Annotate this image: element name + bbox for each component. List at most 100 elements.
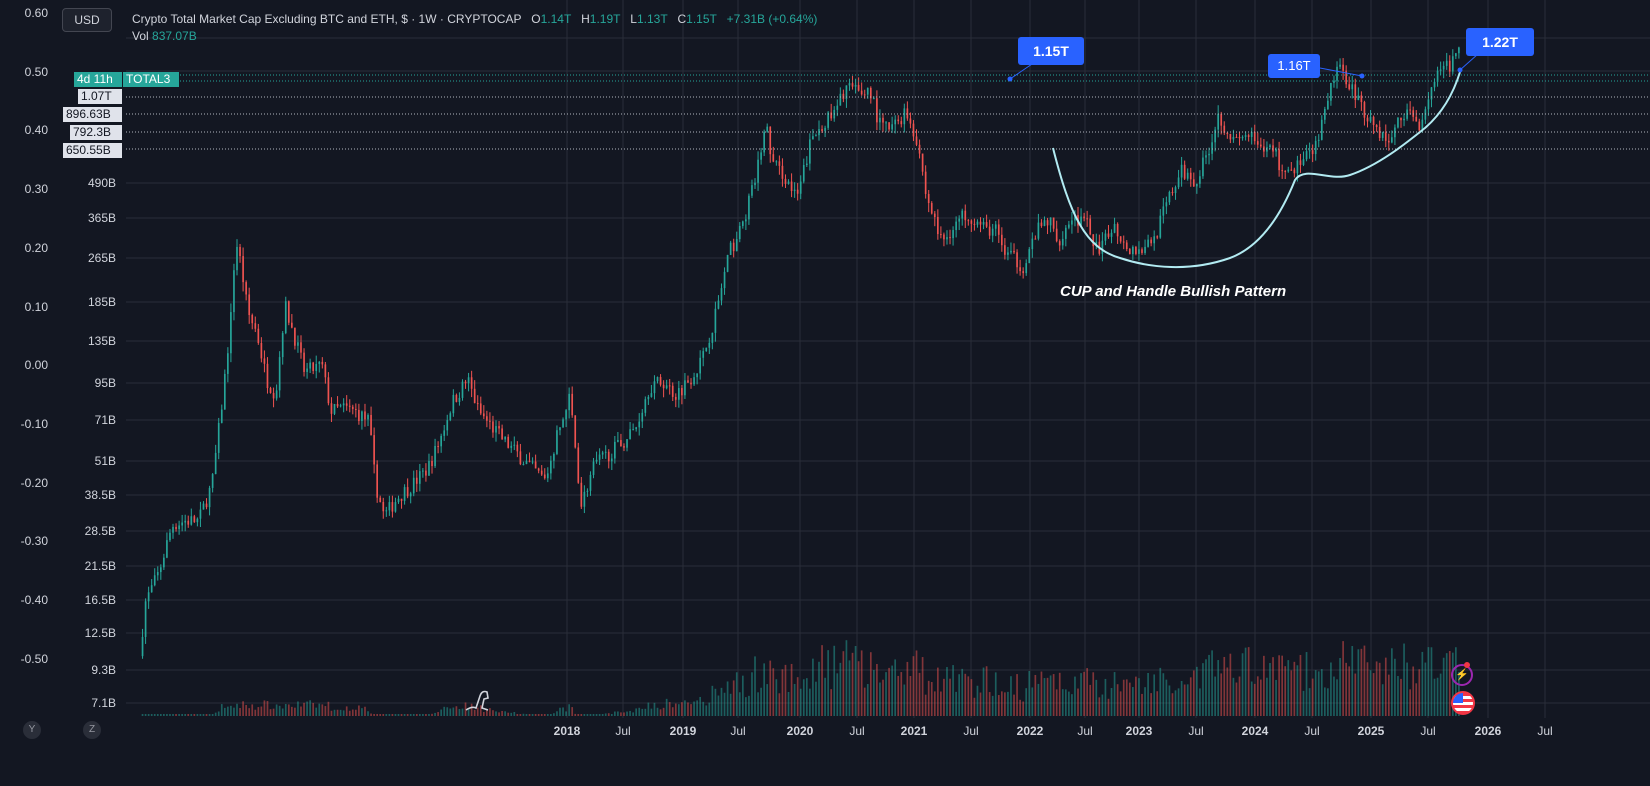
candle-body bbox=[236, 246, 238, 271]
alerts-icon[interactable]: ⚡ bbox=[1451, 664, 1473, 686]
volume-bar bbox=[1040, 671, 1043, 716]
volume-bar bbox=[580, 714, 583, 716]
volume-bar bbox=[199, 714, 202, 716]
z-axis-button[interactable]: Z bbox=[83, 721, 101, 739]
callout-anchor bbox=[1359, 73, 1365, 79]
volume-bar bbox=[1165, 679, 1168, 716]
candle-body bbox=[275, 390, 278, 399]
volume-bar bbox=[382, 714, 385, 716]
candle-body bbox=[223, 373, 226, 410]
candle-body bbox=[394, 502, 397, 512]
volume-bar bbox=[510, 712, 513, 716]
volume-bar bbox=[1110, 687, 1113, 716]
volume-bar bbox=[543, 714, 546, 716]
volume-bar bbox=[1308, 688, 1311, 716]
callout-peak-2024[interactable]: 1.16T bbox=[1268, 54, 1320, 78]
candle-body bbox=[1147, 239, 1149, 247]
candle-body bbox=[1211, 142, 1213, 154]
volume-bar bbox=[385, 714, 388, 716]
candle-body bbox=[799, 181, 802, 194]
volume-bar bbox=[827, 650, 829, 716]
volume-bar bbox=[406, 714, 409, 716]
volume-bar bbox=[943, 678, 945, 716]
left-axis: 0.60 0.50 0.40 0.30 0.20 0.10 0.00 -0.10 -0.20 -0… bbox=[0, 0, 56, 786]
candle-body bbox=[303, 352, 305, 372]
volume-bar bbox=[1360, 648, 1363, 716]
volume-bar bbox=[888, 667, 890, 716]
y-axis-button[interactable]: Y bbox=[23, 721, 41, 739]
volume-bar bbox=[604, 713, 607, 716]
volume-bar bbox=[900, 672, 903, 716]
candle-body bbox=[1363, 102, 1366, 118]
candle-body bbox=[970, 220, 973, 224]
volume-bar bbox=[251, 704, 254, 716]
candle-body bbox=[882, 117, 884, 123]
candle-body bbox=[1235, 136, 1238, 138]
candle-body bbox=[665, 385, 668, 389]
candle-body bbox=[1165, 202, 1168, 207]
volume-bar bbox=[1141, 693, 1143, 716]
volume-bar bbox=[641, 708, 644, 716]
volume-bar bbox=[781, 669, 784, 716]
candle-body bbox=[141, 636, 144, 657]
volume-bar bbox=[223, 707, 226, 716]
legend-volume-value: 837.07B bbox=[152, 29, 197, 43]
currency-button[interactable]: USD bbox=[62, 8, 112, 32]
volume-bar bbox=[1107, 698, 1110, 716]
candle-body bbox=[300, 342, 302, 353]
time-axis-tick: 2022 bbox=[1017, 724, 1044, 738]
volume-bar bbox=[449, 708, 452, 716]
candle-body bbox=[406, 487, 409, 497]
candle-body bbox=[516, 444, 519, 452]
volume-bar bbox=[1372, 673, 1375, 716]
candle-body bbox=[1019, 267, 1021, 272]
candle-body bbox=[178, 525, 180, 530]
candle-body bbox=[1320, 119, 1323, 140]
volume-bar bbox=[297, 701, 299, 716]
candle-body bbox=[1451, 56, 1454, 72]
volume-bar bbox=[970, 679, 973, 716]
volume-bar bbox=[565, 711, 567, 716]
volume-bar bbox=[1256, 676, 1259, 716]
callout-current[interactable]: 1.22T bbox=[1466, 28, 1534, 56]
volume-bar bbox=[967, 676, 970, 716]
volume-bar bbox=[845, 640, 848, 716]
volume-bar bbox=[455, 706, 458, 716]
volume-bar bbox=[903, 684, 906, 716]
legend-volume-label: Vol bbox=[132, 29, 149, 43]
volume-bar bbox=[559, 707, 561, 716]
volume-bar bbox=[638, 707, 641, 716]
volume-bar bbox=[848, 660, 851, 716]
candle-body bbox=[1183, 164, 1186, 179]
volume-bar bbox=[1156, 691, 1159, 716]
volume-bar bbox=[869, 652, 872, 716]
legend-open: 1.14T bbox=[540, 12, 572, 26]
volume-bar bbox=[763, 663, 765, 716]
volume-bar bbox=[1235, 682, 1238, 716]
volume-bar bbox=[269, 709, 272, 716]
volume-bar bbox=[830, 689, 833, 716]
volume-bar bbox=[230, 705, 232, 716]
volume-bar bbox=[1186, 684, 1189, 716]
candle-body bbox=[370, 414, 372, 436]
volume-bar bbox=[863, 687, 866, 716]
volume-bar bbox=[537, 714, 540, 716]
callout-peak-2021[interactable]: 1.15T bbox=[1018, 37, 1084, 65]
candle-body bbox=[479, 403, 482, 414]
us-flag-icon[interactable] bbox=[1451, 691, 1475, 715]
candle-body bbox=[345, 403, 348, 406]
time-axis-tick: 2024 bbox=[1242, 724, 1269, 738]
candle-body bbox=[461, 381, 464, 398]
volume-bar bbox=[1055, 689, 1058, 716]
volume-bar bbox=[687, 702, 689, 716]
volume-bar bbox=[1351, 646, 1354, 716]
volume-bar bbox=[690, 704, 692, 716]
volume-bar bbox=[1092, 672, 1095, 716]
volume-bar bbox=[504, 711, 506, 716]
volume-bar bbox=[327, 701, 330, 716]
volume-bar bbox=[507, 712, 510, 716]
candle-body bbox=[400, 498, 403, 501]
volume-bar bbox=[464, 702, 467, 716]
candle-body bbox=[175, 526, 177, 530]
